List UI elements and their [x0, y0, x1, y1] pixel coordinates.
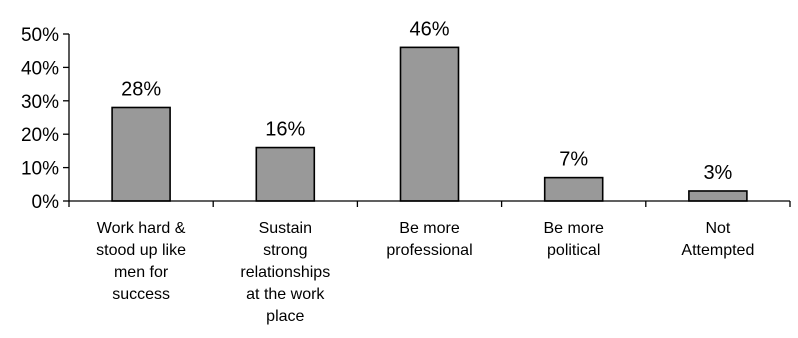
x-tick-label: Work hard & stood up like men for success [96, 220, 186, 303]
x-tick-label: Not Attempted [681, 220, 754, 259]
x-tick-label-line: professional [386, 242, 472, 259]
data-label: 46% [409, 18, 449, 40]
x-tick-label: Sustain strong relationships at the work pla… [240, 220, 330, 325]
y-tick-label: 10% [21, 159, 59, 180]
x-tick-label-line: Be more [399, 220, 460, 237]
data-labels: 28% 16% 46% 7% 3% [121, 18, 732, 184]
x-tick-label-line: strong [263, 242, 307, 259]
x-tick-label-line: political [547, 242, 600, 259]
x-tick-label-line: men for [114, 264, 169, 281]
x-tick-label: Be more professional [386, 220, 472, 259]
data-label: 28% [121, 78, 161, 100]
data-label: 3% [703, 162, 732, 184]
y-tick-label: 30% [21, 92, 59, 113]
bar [111, 106, 171, 202]
bar [399, 46, 460, 202]
bar [688, 190, 748, 202]
data-label: 7% [559, 149, 588, 171]
data-label: 16% [265, 119, 305, 141]
x-tick-label-line: place [266, 308, 304, 325]
x-tick-label-line: Sustain [259, 220, 312, 237]
x-axis-labels: Work hard & stood up like men for success Su… [96, 220, 754, 325]
bar [255, 146, 316, 202]
x-tick-label-line: Be more [543, 220, 604, 237]
x-tick-label-line: relationships [240, 264, 330, 281]
y-tick-label: 50% [21, 25, 59, 46]
y-axis-ticks: 0% 10% 20% 30% 40% 50% [21, 25, 69, 213]
x-tick-label-line: success [112, 286, 170, 303]
x-tick-label-line: at the work [246, 286, 325, 303]
bar [543, 176, 604, 202]
x-tick-label-line: stood up like [96, 242, 186, 259]
y-tick-label: 40% [21, 58, 59, 79]
x-tick-label-line: Work hard & [97, 220, 186, 237]
axes [68, 34, 791, 207]
x-tick-label-line: Not [705, 220, 730, 237]
x-tick-label-line: Attempted [681, 242, 754, 259]
y-tick-label: 20% [21, 125, 59, 146]
bars [111, 46, 748, 202]
y-tick-label: 0% [32, 192, 60, 213]
x-tick-label: Be more political [543, 220, 604, 259]
